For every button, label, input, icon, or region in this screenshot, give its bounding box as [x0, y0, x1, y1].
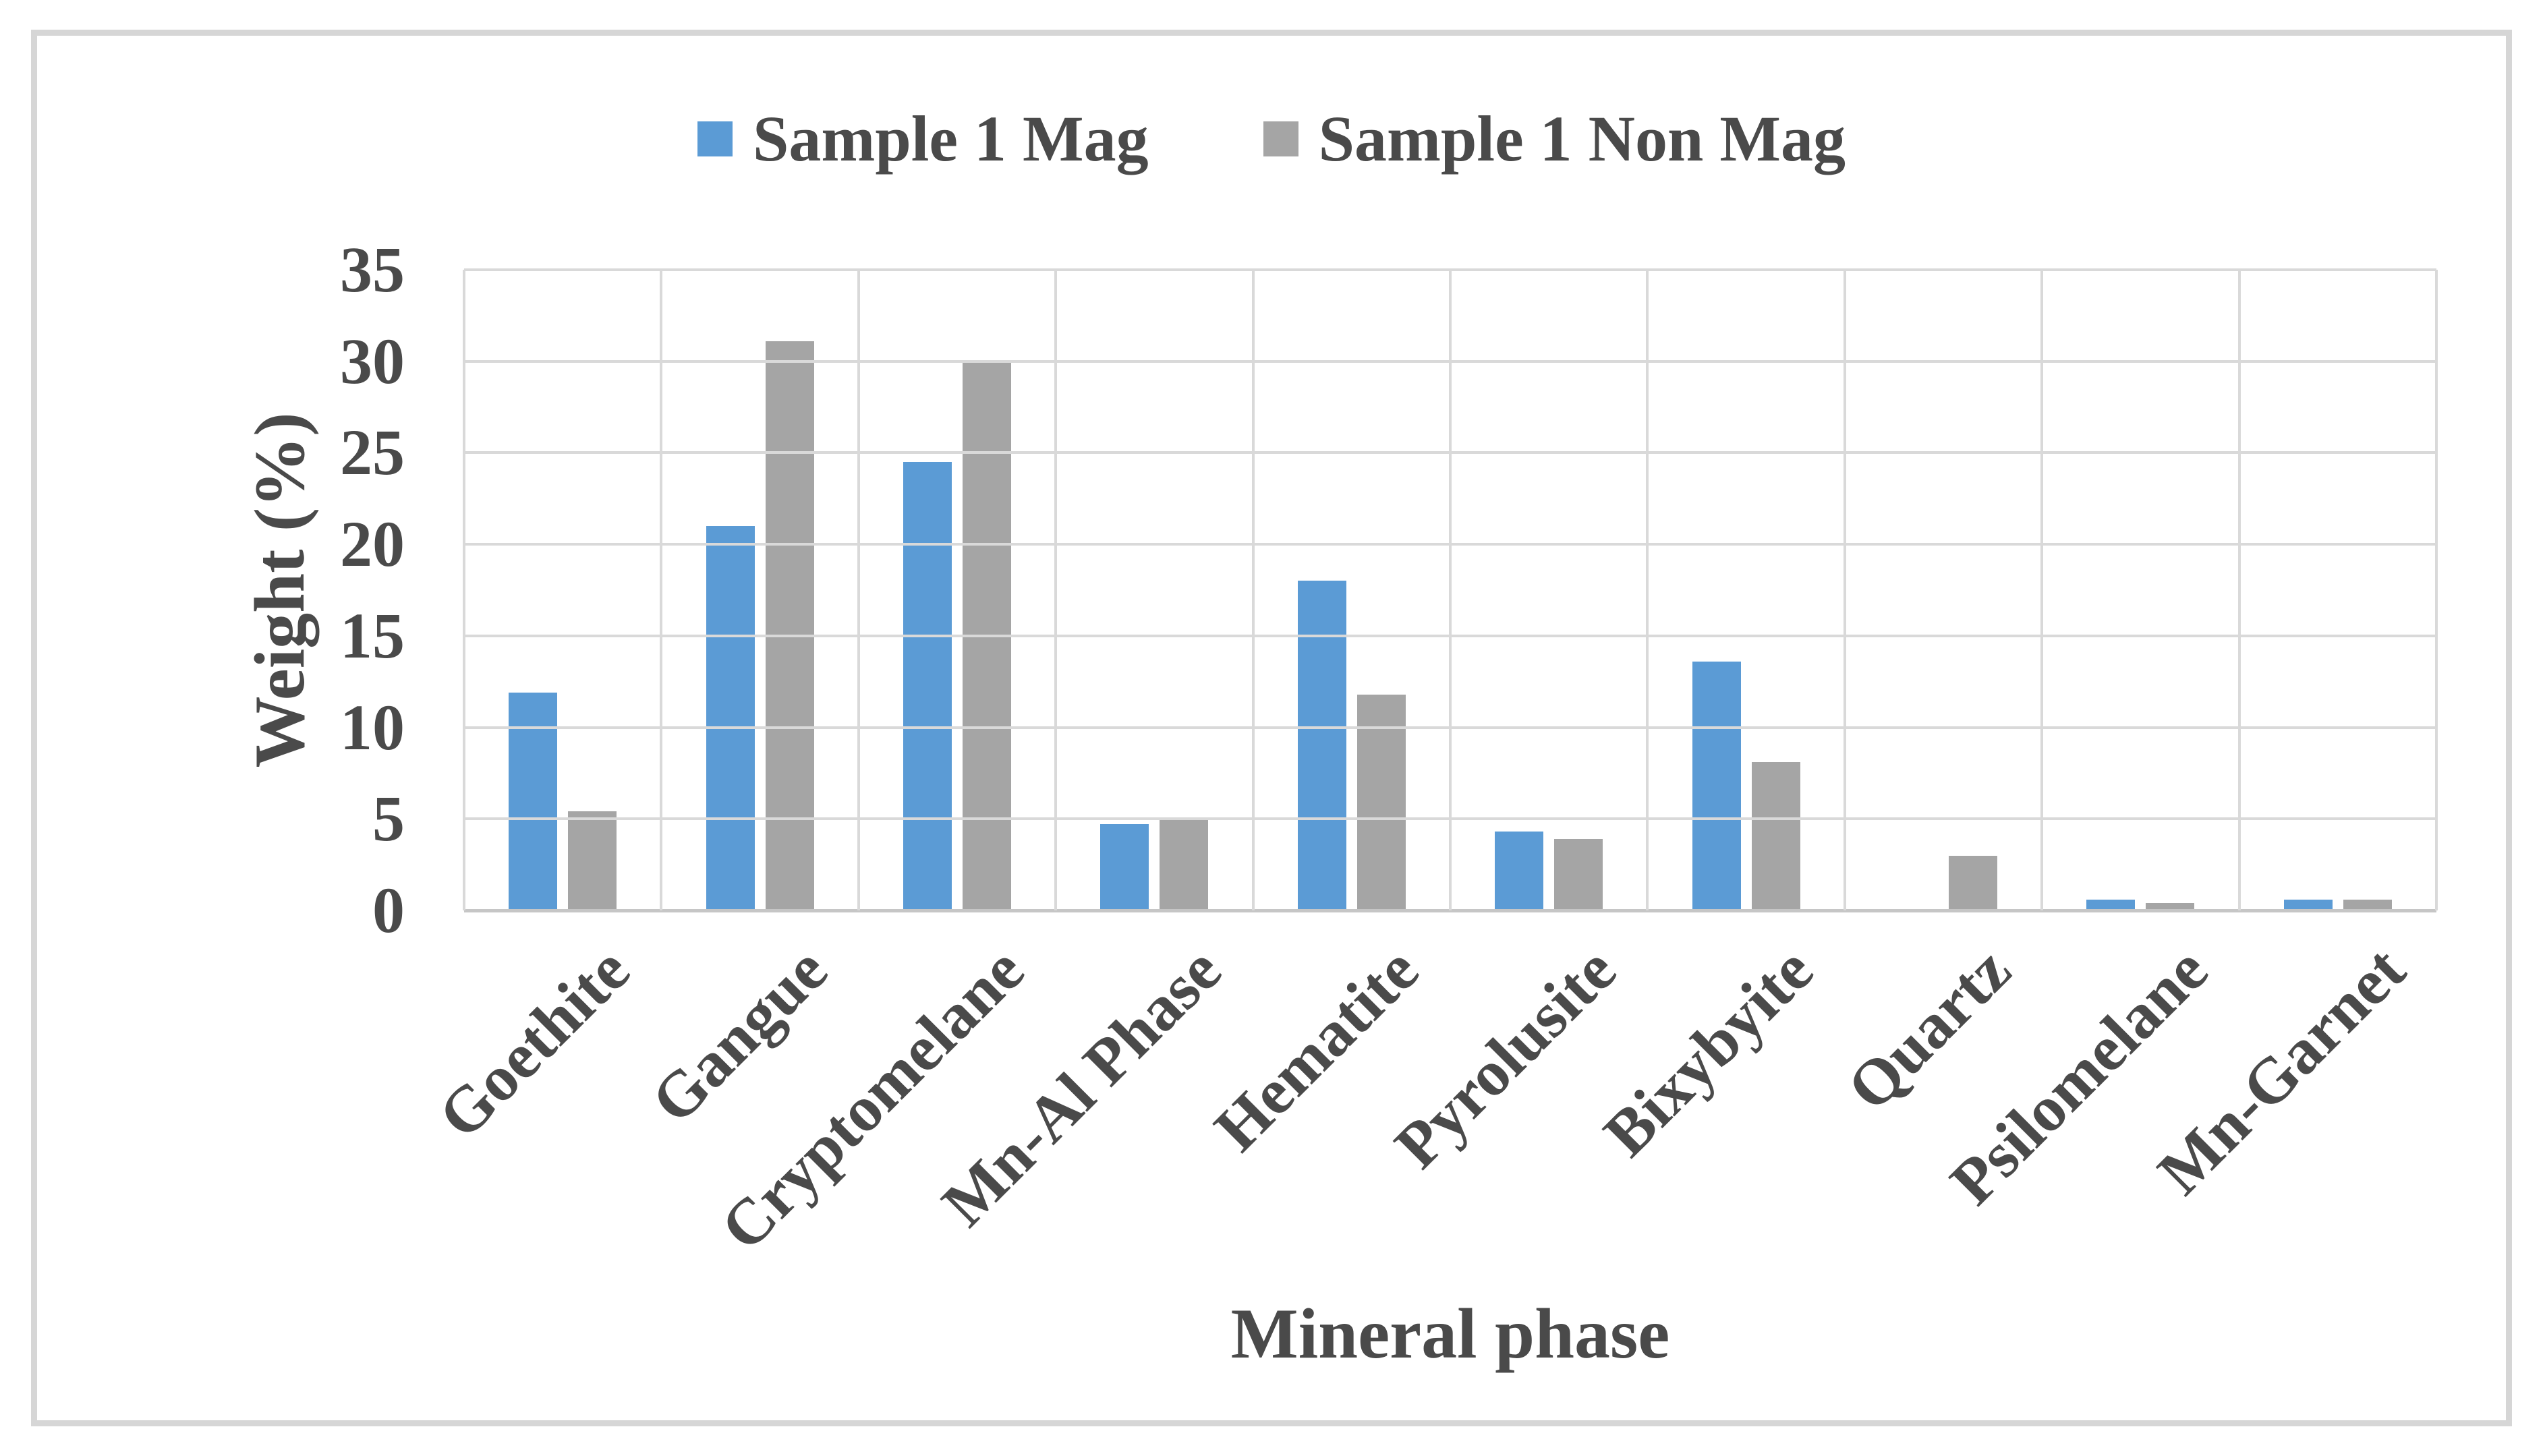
bar-sample-1-mag-hematite: [1297, 581, 1346, 910]
bar-sample-1-non-mag-goethite: [568, 811, 617, 910]
category-slot-bixybyite: [1647, 270, 1844, 910]
plot-area: [463, 268, 2438, 912]
bar-sample-1-mag-psilomelane: [2086, 899, 2136, 910]
gridline-category-boundary-9: [2237, 270, 2241, 910]
y-tick-label-25: 25: [340, 416, 405, 489]
bar-sample-1-mag-pyrolusite: [1495, 832, 1544, 910]
gridline-category-boundary-3: [1054, 270, 1058, 910]
y-tick-label-35: 35: [340, 233, 405, 305]
gridline-category-boundary-7: [1843, 270, 1846, 910]
category-slot-mn-garnet: [2239, 270, 2436, 910]
bar-sample-1-mag-mn-garnet: [2283, 899, 2333, 910]
bar-sample-1-mag-gangue: [706, 526, 755, 910]
legend-label-sample-1-mag: Sample 1 Mag: [753, 103, 1149, 175]
x-axis-title: Mineral phase: [1230, 1294, 1670, 1373]
y-tick-label-30: 30: [340, 324, 405, 397]
category-slot-mn-al-phase: [1056, 270, 1253, 910]
y-tick-label-15: 15: [340, 599, 405, 672]
bar-sample-1-non-mag-bixybyite: [1751, 762, 1800, 910]
category-slot-cryptomelane: [859, 270, 1056, 910]
gridline-category-boundary-1: [660, 270, 663, 910]
category-slot-goethite: [464, 270, 661, 910]
gridline-category-boundary-4: [1251, 270, 1255, 910]
legend-swatch-sample-1-non-mag: [1263, 121, 1298, 156]
bar-sample-1-non-mag-hematite: [1356, 694, 1406, 910]
gridline-category-boundary-8: [2040, 270, 2044, 910]
bar-sample-1-non-mag-mn-al-phase: [1160, 819, 1209, 910]
y-tick-label-0: 0: [372, 874, 405, 946]
gridline-category-boundary-2: [857, 270, 860, 910]
category-slot-hematite: [1253, 270, 1450, 910]
category-slot-quartz: [1845, 270, 2042, 910]
bar-sample-1-mag-goethite: [509, 693, 558, 910]
y-tick-label-20: 20: [340, 508, 405, 581]
legend-label-sample-1-non-mag: Sample 1 Non Mag: [1318, 103, 1846, 175]
legend: Sample 1 Mag Sample 1 Non Mag: [0, 107, 2543, 171]
bar-sample-1-mag-bixybyite: [1692, 661, 1741, 910]
bar-sample-1-non-mag-quartz: [1949, 855, 1998, 910]
y-tick-label-5: 5: [372, 782, 405, 855]
gridline-category-boundary-6: [1646, 270, 1649, 910]
bar-sample-1-mag-cryptomelane: [903, 462, 952, 910]
bar-sample-1-non-mag-gangue: [765, 341, 814, 910]
y-tick-label-10: 10: [340, 691, 405, 763]
gridline-category-boundary-10: [2435, 270, 2438, 910]
category-slot-gangue: [661, 270, 858, 910]
bar-sample-1-non-mag-pyrolusite: [1554, 839, 1603, 910]
legend-item-sample-1-mag: Sample 1 Mag: [697, 107, 1149, 171]
gridline-category-boundary-0: [463, 270, 465, 910]
gridline-category-boundary-5: [1449, 270, 1452, 910]
category-slot-pyrolusite: [1450, 270, 1647, 910]
x-axis-line: [464, 909, 2436, 912]
bar-sample-1-non-mag-mn-garnet: [2343, 899, 2392, 910]
legend-item-sample-1-non-mag: Sample 1 Non Mag: [1263, 107, 1846, 171]
bar-sample-1-mag-mn-al-phase: [1100, 824, 1149, 910]
category-slot-psilomelane: [2042, 270, 2239, 910]
bar-sample-1-non-mag-psilomelane: [2146, 903, 2195, 910]
legend-swatch-sample-1-mag: [697, 121, 733, 156]
